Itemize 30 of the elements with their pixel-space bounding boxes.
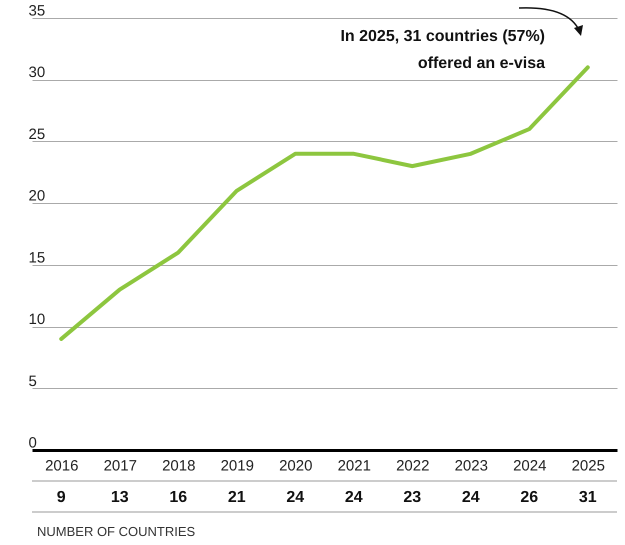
y-tick-label: 0 (28, 434, 37, 452)
text: NUMBER OF COUNTRIES (37, 524, 196, 539)
data-label: 24 (344, 489, 363, 506)
x-tick-label: 2017 (104, 458, 137, 474)
x-tick-label: 2018 (162, 458, 196, 474)
x-tick-label: 2019 (220, 458, 254, 474)
x-tick-label: 2024 (513, 458, 546, 474)
x-tick-label: 2025 (572, 458, 605, 474)
x-tick-label: 2016 (45, 458, 78, 474)
data-label: 26 (520, 489, 538, 506)
data-label: 9 (56, 489, 66, 506)
y-tick-label: 20 (28, 188, 46, 205)
y-tick-label: 10 (28, 311, 46, 328)
x-tick-label: 2020 (279, 458, 312, 474)
x-tick-label: 2023 (454, 458, 488, 474)
data-label: 31 (578, 489, 597, 506)
data-label: 23 (403, 489, 422, 506)
y-tick-label: 5 (28, 372, 37, 390)
x-tick-label: 2021 (338, 458, 371, 474)
data-label: 24 (286, 489, 304, 506)
data-label: 13 (110, 489, 129, 506)
y-tick-label: 35 (28, 2, 46, 20)
annotation: In 2025, 31 countries (57%) offered an e-visa (340, 28, 546, 72)
x-tick-label: 2022 (396, 458, 430, 474)
y-tick-label: 25 (28, 126, 46, 143)
y-tick-label: 30 (28, 64, 46, 82)
y-tick-label: 15 (28, 249, 46, 266)
data-label: 16 (169, 489, 188, 506)
data-label: 24 (462, 489, 480, 506)
data-label: 21 (228, 489, 246, 506)
